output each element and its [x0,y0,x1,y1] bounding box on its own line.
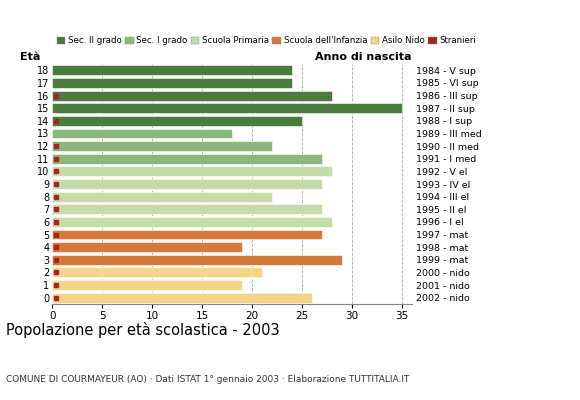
Legend: Sec. II grado, Sec. I grado, Scuola Primaria, Scuola dell'Infanzia, Asilo Nido, : Sec. II grado, Sec. I grado, Scuola Prim… [56,36,476,45]
Bar [52,255,342,265]
Bar [52,268,262,277]
Bar [52,217,332,227]
Bar [52,91,332,100]
Text: Anno di nascita: Anno di nascita [316,52,412,62]
Bar [52,116,302,126]
Text: Età: Età [20,52,40,62]
Bar [52,103,402,113]
Bar [52,154,322,164]
Text: COMUNE DI COURMAYEUR (AO) · Dati ISTAT 1° gennaio 2003 · Elaborazione TUTTITALIA: COMUNE DI COURMAYEUR (AO) · Dati ISTAT 1… [6,375,409,384]
Bar [52,179,322,189]
Bar [52,78,292,88]
Bar [52,230,322,240]
Bar [52,204,322,214]
Bar [52,65,292,75]
Bar [52,128,232,138]
Bar [52,280,242,290]
Bar [52,141,272,151]
Text: Popolazione per età scolastica - 2003: Popolazione per età scolastica - 2003 [6,322,280,338]
Bar [52,293,312,303]
Bar [52,166,332,176]
Bar [52,192,272,202]
Bar [52,242,242,252]
